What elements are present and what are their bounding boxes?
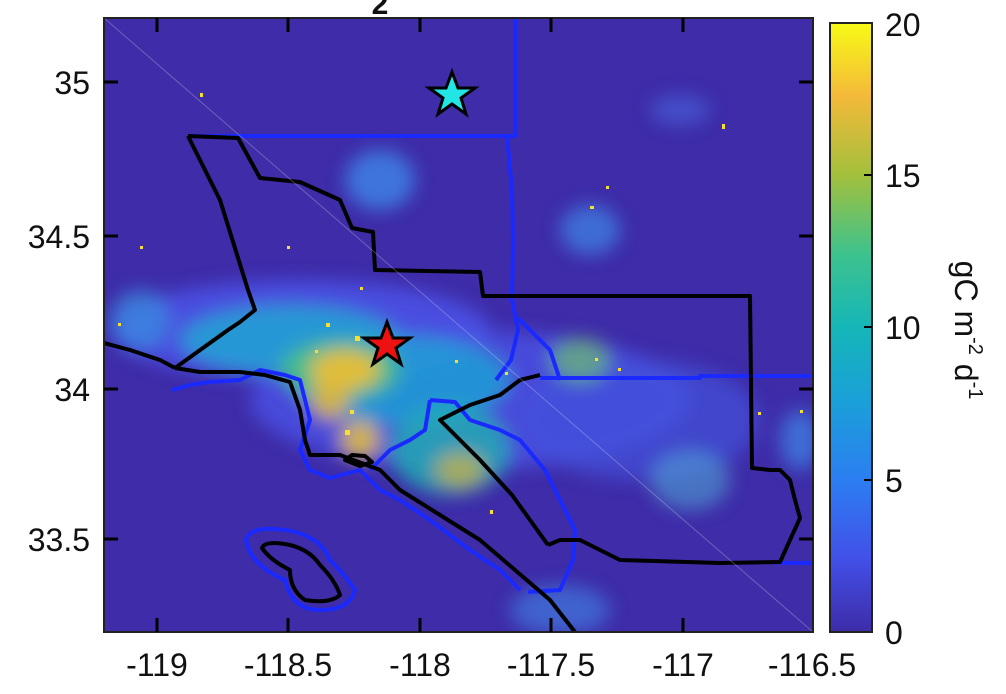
y-tick-label: 34 (54, 372, 90, 408)
colorbar-tick-label: 0 (885, 615, 903, 651)
figure-title: 2 (372, 0, 389, 21)
x-tick-label: -116.5 (768, 647, 856, 683)
x-tick-label: -117 (652, 647, 714, 683)
blue-county-borders (171, 18, 813, 612)
x-tick-labels: -119 -118.5 -118 -117.5 -117 -116.5 (126, 647, 856, 683)
x-tick-label: -119 (126, 647, 188, 683)
y-tick-label: 33.5 (28, 522, 90, 558)
x-tick-label: -117.5 (507, 647, 595, 683)
x-tick-label: -118.5 (244, 647, 332, 683)
y-tick-label: 34.5 (28, 219, 90, 255)
colorbar-tick-labels: 20 15 10 5 0 (885, 7, 921, 651)
y-tick-labels: 35 34.5 34 33.5 (28, 65, 90, 558)
red-star-marker (359, 317, 415, 368)
colorbar-tick-label: 20 (885, 7, 921, 43)
x-ticks (155, 18, 685, 632)
point-sources (118, 93, 803, 514)
x-tick-label: -118 (389, 647, 451, 683)
black-county-borders (104, 134, 802, 632)
y-ticks (104, 80, 813, 541)
map-frame (103, 17, 814, 633)
colorbar-label: gC m-2 d-1 (948, 261, 986, 400)
colorbar-ticks (864, 174, 872, 481)
colorbar-tick-label: 10 (885, 310, 921, 346)
diagonal-artifact (104, 18, 813, 632)
colorbar-tick-label: 15 (885, 158, 921, 194)
colorbar-tick-label: 5 (885, 463, 903, 499)
y-tick-label: 35 (54, 65, 90, 101)
cyan-star-marker (424, 67, 480, 118)
